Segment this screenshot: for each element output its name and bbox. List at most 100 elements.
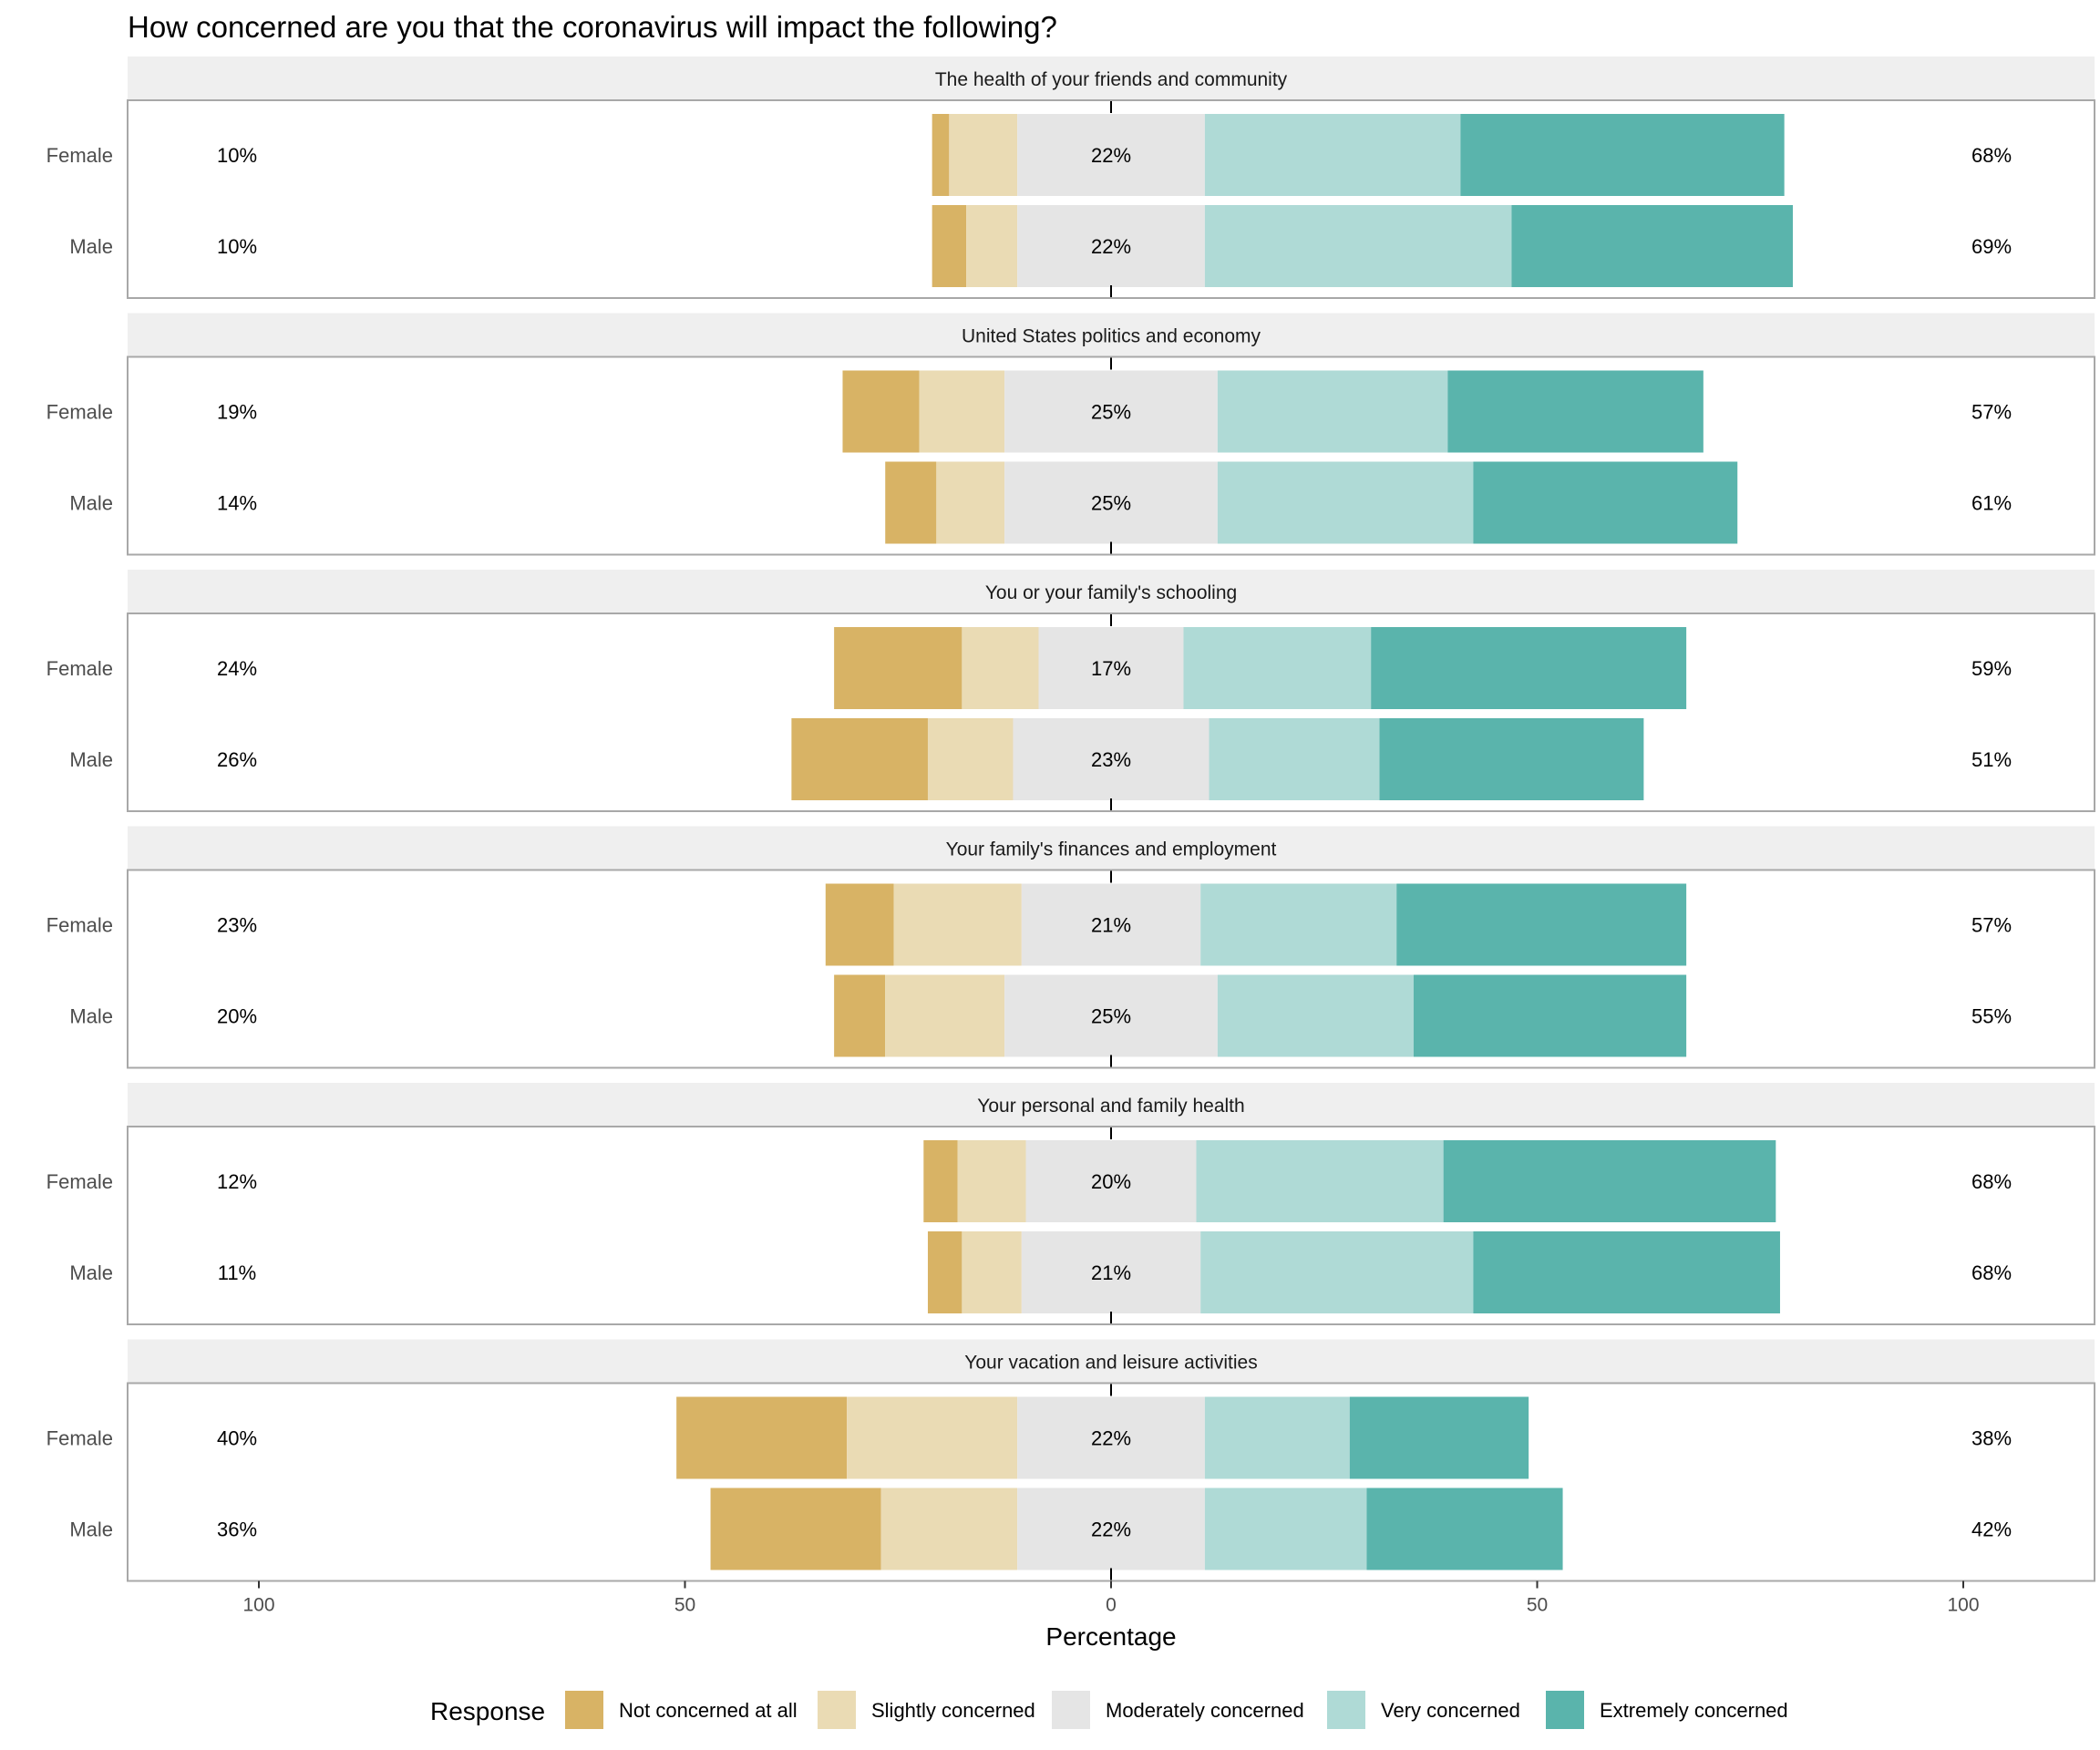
bar-segment xyxy=(1460,114,1785,196)
bar-segment xyxy=(1196,1140,1444,1222)
facet-panel: Your vacation and leisure activities Fema… xyxy=(46,1339,2095,1582)
bar-segment xyxy=(1025,1140,1197,1222)
bar-segment xyxy=(962,1231,1022,1313)
row-label: Female xyxy=(46,401,113,424)
bar-segment xyxy=(1004,461,1218,544)
facet-strip xyxy=(128,313,2095,357)
row-label: Male xyxy=(69,1261,113,1284)
mid-percent-label: 22% xyxy=(1091,235,1131,258)
bar-segment xyxy=(710,1488,881,1570)
low-percent-label: 12% xyxy=(217,1170,257,1193)
bar-segment xyxy=(893,883,1022,966)
panel-border xyxy=(127,1126,2095,1325)
mid-percent-label: 21% xyxy=(1091,1261,1131,1284)
facet-strip xyxy=(128,57,2095,100)
bar-segment xyxy=(957,1140,1026,1222)
mid-percent-label: 21% xyxy=(1091,914,1131,937)
bar-segment xyxy=(949,114,1018,196)
bar-segment xyxy=(1379,718,1644,800)
mid-percent-label: 25% xyxy=(1091,1005,1131,1028)
low-percent-label: 11% xyxy=(218,1261,256,1284)
mid-percent-label: 17% xyxy=(1091,657,1131,680)
low-percent-label: 19% xyxy=(217,401,257,424)
high-percent-label: 68% xyxy=(1971,1261,2012,1284)
legend-label: Moderately concerned xyxy=(1106,1699,1304,1722)
mid-percent-label: 22% xyxy=(1091,1518,1131,1541)
bar-segment xyxy=(1511,205,1793,287)
facet-strip-label: Your personal and family health xyxy=(977,1096,1244,1117)
high-percent-label: 51% xyxy=(1971,748,2012,771)
high-percent-label: 42% xyxy=(1971,1518,2012,1541)
facet-strip-label: Your vacation and leisure activities xyxy=(964,1353,1257,1374)
facet-strip xyxy=(128,1339,2095,1384)
bar-segment xyxy=(1004,370,1218,453)
bar-segment xyxy=(1021,1231,1201,1313)
bar-segment xyxy=(1217,461,1474,544)
bar-segment xyxy=(1447,370,1704,453)
low-percent-label: 10% xyxy=(217,235,257,258)
bar-segment xyxy=(1004,974,1218,1057)
facet-panel: United States politics and economy Female… xyxy=(46,313,2095,556)
x-tick-label: 50 xyxy=(1527,1595,1548,1616)
bar-segment xyxy=(1366,1488,1563,1570)
bar-segment xyxy=(1473,1231,1780,1313)
bar-segment xyxy=(880,1488,1018,1570)
bar-segment xyxy=(1396,883,1687,966)
bar-segment xyxy=(834,627,962,709)
low-percent-label: 36% xyxy=(217,1518,257,1541)
low-percent-label: 14% xyxy=(217,492,257,515)
x-tick-label: 100 xyxy=(1947,1595,1979,1616)
low-percent-label: 23% xyxy=(217,914,257,937)
x-tick-label: 100 xyxy=(242,1595,274,1616)
panel-border xyxy=(127,612,2095,812)
facet-strip xyxy=(128,1083,2095,1127)
bar-segment xyxy=(1204,1396,1350,1479)
mid-percent-label: 20% xyxy=(1091,1170,1131,1193)
legend-label: Extremely concerned xyxy=(1600,1699,1788,1722)
bar-segment xyxy=(1017,114,1205,196)
bar-segment xyxy=(1473,461,1738,544)
low-percent-label: 26% xyxy=(217,748,257,771)
row-label: Male xyxy=(69,235,113,258)
bar-segment xyxy=(834,974,886,1057)
bar-segment xyxy=(825,883,894,966)
mid-percent-label: 25% xyxy=(1091,492,1131,515)
bar-segment xyxy=(676,1396,848,1479)
bar-segment xyxy=(1017,205,1205,287)
facet-panel: The health of your friends and community… xyxy=(46,57,2095,299)
row-label: Male xyxy=(69,1518,113,1541)
row-label: Female xyxy=(46,1170,113,1193)
legend-swatch xyxy=(1327,1691,1365,1729)
facet-strip xyxy=(128,826,2095,870)
legend-swatch xyxy=(1546,1691,1584,1729)
row-label: Male xyxy=(69,748,113,771)
bar-segment xyxy=(1200,1231,1474,1313)
bar-segment xyxy=(1204,114,1461,196)
legend-swatch xyxy=(1052,1691,1090,1729)
high-percent-label: 68% xyxy=(1971,144,2012,167)
facet-panel: You or your family's schooling Female 24% 1… xyxy=(46,570,2095,812)
bar-segment xyxy=(932,114,950,196)
bar-segment xyxy=(932,205,967,287)
row-label: Female xyxy=(46,1427,113,1450)
x-tick-label: 50 xyxy=(674,1595,695,1616)
bar-segment xyxy=(1217,370,1448,453)
bar-segment xyxy=(847,1396,1018,1479)
bar-segment xyxy=(1217,974,1414,1057)
legend-swatch xyxy=(818,1691,856,1729)
row-label: Female xyxy=(46,914,113,937)
high-percent-label: 59% xyxy=(1971,657,2012,680)
bar-segment xyxy=(1413,974,1687,1057)
bar-segment xyxy=(1038,627,1184,709)
row-label: Female xyxy=(46,144,113,167)
bar-segment xyxy=(1017,1488,1205,1570)
bar-segment xyxy=(923,1140,958,1222)
facet-strip-label: Your family's finances and employment xyxy=(946,839,1277,860)
row-label: Male xyxy=(69,492,113,515)
mid-percent-label: 22% xyxy=(1091,144,1131,167)
low-percent-label: 40% xyxy=(217,1427,257,1450)
facet-strip-label: United States politics and economy xyxy=(962,326,1261,347)
bar-segment xyxy=(1200,883,1397,966)
bar-segment xyxy=(927,718,1014,800)
